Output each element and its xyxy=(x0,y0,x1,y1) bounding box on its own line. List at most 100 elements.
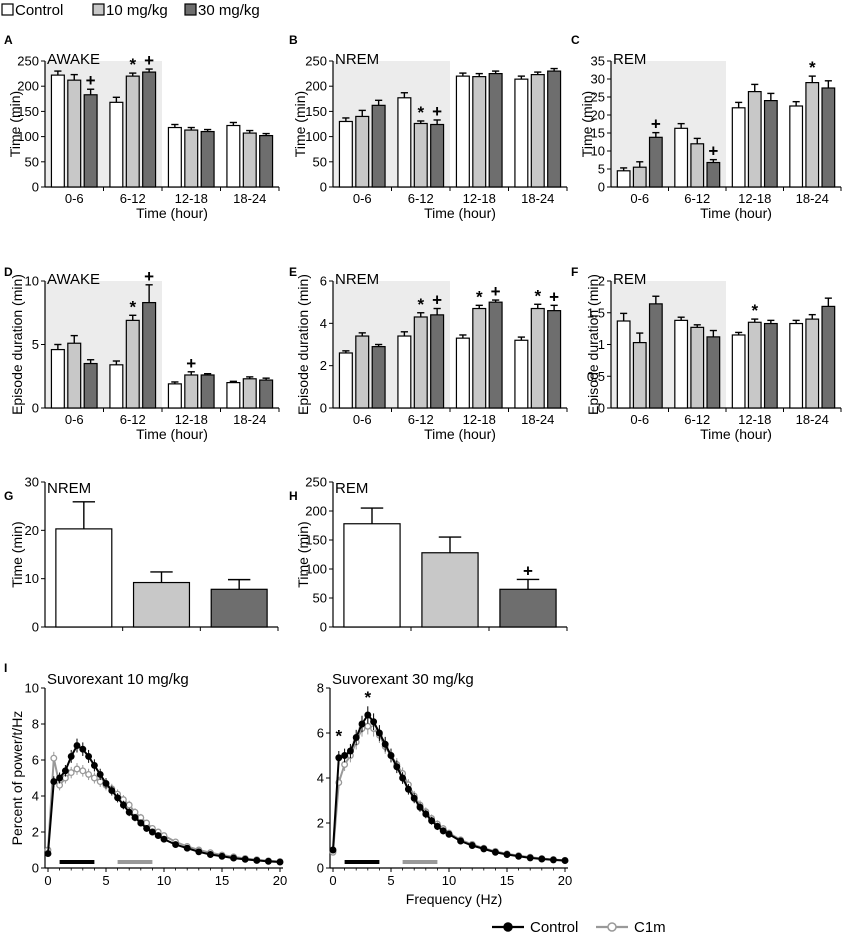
bar xyxy=(421,552,479,628)
bar xyxy=(455,337,470,409)
bar xyxy=(355,115,370,188)
bar xyxy=(763,322,778,409)
y-tick-label: 10 xyxy=(25,681,39,696)
data-point xyxy=(148,828,156,836)
y-tick-label: 0.5 xyxy=(587,369,605,384)
series-line xyxy=(332,725,566,862)
bar xyxy=(55,528,113,628)
data-point xyxy=(341,752,349,759)
bar xyxy=(499,588,557,628)
bar xyxy=(125,75,140,188)
bar xyxy=(690,326,705,409)
significance-marker: + xyxy=(523,561,533,580)
x-tick-label: 18-24 xyxy=(233,412,266,427)
y-tick-label: 0 xyxy=(598,180,605,195)
bar xyxy=(355,335,370,409)
bar xyxy=(488,72,503,188)
bar xyxy=(142,301,157,409)
x-tick-label: 18-24 xyxy=(521,412,554,427)
panel-h-rem-total: 0 50 100 150 200 250 Time (min) REM + xyxy=(295,475,568,635)
legend-label: Control xyxy=(530,919,578,936)
bar xyxy=(109,364,124,409)
y-tick-label: 6 xyxy=(32,753,39,768)
bar xyxy=(488,301,503,409)
y-tick-label: 0 xyxy=(32,401,39,416)
bar xyxy=(67,79,82,188)
panel-title: Suvorexant 30 mg/kg xyxy=(332,671,474,688)
data-point xyxy=(172,841,180,849)
significance-marker: + xyxy=(432,291,442,310)
panel-title: Suvorexant 10 mg/kg xyxy=(47,671,189,688)
x-tick-label: 0-6 xyxy=(353,412,372,427)
y-tick-label: 2 xyxy=(598,274,605,289)
data-point xyxy=(218,852,226,860)
y-tick-label: 50 xyxy=(313,591,327,606)
x-tick-label: 12-18 xyxy=(463,412,496,427)
bar xyxy=(530,74,545,188)
bar xyxy=(142,71,157,188)
y-axis-label: Time (min) xyxy=(7,91,23,157)
x-tick-label: 12-18 xyxy=(738,191,771,206)
data-point xyxy=(264,857,272,865)
panel-letter-b: B xyxy=(289,33,298,47)
data-point xyxy=(50,778,58,786)
significance-marker: + xyxy=(651,115,661,134)
data-point xyxy=(230,854,238,862)
data-point xyxy=(102,779,110,787)
x-tick-label: 18-24 xyxy=(233,191,266,206)
y-tick-label: 8 xyxy=(32,717,39,732)
data-point xyxy=(503,851,511,858)
panel-e-nrem-episode: 0 2 4 6 Episode duration (min) NREM 0-6 6-12 12-… xyxy=(295,271,568,442)
bar xyxy=(547,310,562,409)
y-tick-label: 150 xyxy=(305,104,327,119)
data-point xyxy=(67,769,75,777)
series-line xyxy=(332,713,566,862)
data-point xyxy=(422,810,430,818)
data-point xyxy=(457,837,465,845)
bar xyxy=(67,342,82,409)
y-tick-label: 0 xyxy=(320,180,327,195)
data-point xyxy=(491,848,499,856)
significance-marker: + xyxy=(144,51,154,70)
data-point xyxy=(410,794,418,802)
x-tick-label: 0-6 xyxy=(630,191,649,206)
data-point xyxy=(404,785,412,793)
data-point xyxy=(137,819,145,827)
significance-marker: + xyxy=(708,142,718,161)
bar xyxy=(125,319,140,409)
y-tick-label: 0 xyxy=(32,861,39,876)
bar xyxy=(530,307,545,409)
x-tick-label: 6-12 xyxy=(684,412,710,427)
data-point xyxy=(143,824,151,832)
bar xyxy=(616,170,631,188)
y-axis-label: Time (min) xyxy=(579,91,595,157)
bar xyxy=(132,581,191,628)
data-point xyxy=(160,835,168,843)
panel-letter-g: G xyxy=(4,489,13,503)
bar xyxy=(731,334,746,409)
legend-label: Control xyxy=(15,2,63,19)
panel-letter-d: D xyxy=(4,265,13,279)
bar xyxy=(50,74,65,188)
panel-title: REM xyxy=(613,51,646,68)
x-tick-label: 10 xyxy=(157,873,171,888)
bar xyxy=(200,374,215,409)
y-tick-label: 4 xyxy=(317,771,324,786)
data-point xyxy=(561,857,569,865)
panel-letter-e: E xyxy=(289,265,297,279)
bar xyxy=(514,78,529,188)
x-tick-label: 0-6 xyxy=(65,412,84,427)
panel-letter-c: C xyxy=(571,33,580,47)
significance-marker: * xyxy=(417,103,424,122)
data-point xyxy=(416,803,424,811)
y-tick-label: 2 xyxy=(320,358,327,373)
bar xyxy=(731,107,746,188)
data-point xyxy=(515,852,523,860)
bar xyxy=(632,341,647,409)
bar xyxy=(259,379,274,409)
y-tick-label: 35 xyxy=(591,54,605,69)
data-point xyxy=(56,774,64,782)
bar xyxy=(763,99,778,188)
significance-marker: + xyxy=(186,354,196,373)
